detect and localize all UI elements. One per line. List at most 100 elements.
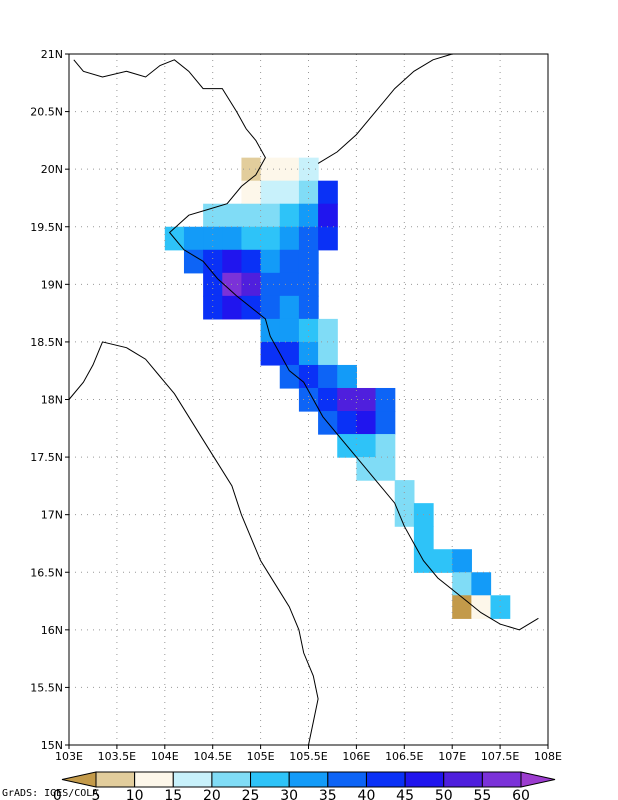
colorbar-label: 35: [319, 788, 337, 800]
x-tick-label: 107E: [438, 750, 466, 763]
y-tick-label: 20N: [41, 163, 63, 176]
precip-cell: [337, 364, 357, 389]
gulf-coast-line: [317, 53, 453, 164]
y-tick-label: 18.5N: [30, 336, 63, 349]
colorbar-swatch: [95, 771, 136, 788]
precip-cell: [394, 480, 415, 504]
precip-cell: [279, 203, 300, 228]
precip-cell: [260, 203, 281, 228]
precip-cell: [279, 226, 300, 251]
precip-cell: [279, 249, 300, 274]
colorbar-label: 0: [53, 788, 62, 800]
y-tick-label: 18N: [41, 394, 63, 407]
precip-cell: [222, 272, 243, 297]
precip-cell: [471, 595, 492, 619]
precip-cell: [203, 203, 223, 228]
y-tick-label: 15.5N: [30, 681, 63, 694]
precip-cell: [318, 226, 338, 251]
x-tick-label: 107.5E: [481, 750, 519, 763]
colorbar-label: 45: [396, 788, 414, 800]
y-tick-label: 17N: [41, 509, 63, 522]
precip-cell: [375, 434, 396, 458]
colorbar-swatch: [481, 771, 522, 788]
colorbar-label: 55: [473, 788, 491, 800]
colorbar-swatch: [288, 771, 329, 788]
precip-cell: [452, 549, 472, 573]
precip-cell: [298, 249, 319, 274]
x-tick-label: 105E: [247, 750, 275, 763]
colorbar-swatch: [365, 771, 406, 788]
x-tick-label: 103.5E: [98, 750, 136, 763]
precip-cell: [375, 411, 396, 435]
y-tick-label: 20.5N: [30, 106, 63, 119]
precip-cell: [222, 203, 243, 228]
precip-cell: [260, 318, 281, 343]
precip-cell: [241, 272, 262, 297]
precip-cell: [260, 295, 281, 320]
y-tick-labels: 15N 15.5N 16N 16.5N 17N 17.5N 18N 18.5N 19N 19.5N…: [30, 48, 69, 752]
precip-cell: [298, 387, 319, 412]
precip-cell: [203, 249, 223, 274]
precip-cell: [394, 503, 415, 527]
precip-cell: [471, 572, 492, 596]
colorbar-label: 50: [435, 788, 453, 800]
border-line: [68, 341, 319, 746]
precip-cell: [318, 203, 338, 228]
precip-cell: [298, 157, 319, 182]
x-tick-label: 108E: [534, 750, 562, 763]
precip-cell: [318, 180, 338, 205]
y-tick-label: 16N: [41, 624, 63, 637]
precip-cell: [298, 226, 319, 251]
y-tick-label: 17.5N: [30, 451, 63, 464]
x-tick-label: 106.5E: [385, 750, 423, 763]
precip-cell: [260, 157, 281, 182]
y-tick-label: 21N: [41, 48, 63, 61]
x-tick-label: 106E: [342, 750, 370, 763]
precip-cell: [260, 226, 281, 251]
colorbar-label: 10: [126, 788, 144, 800]
precip-cell: [490, 595, 511, 619]
precip-cell: [356, 411, 377, 435]
colorbar-label: 5: [92, 788, 101, 800]
precip-cells: [164, 157, 511, 619]
precip-cell: [279, 272, 300, 297]
colorbar-high-arrow: [520, 771, 556, 788]
precip-cell: [452, 595, 472, 619]
precip-cell: [279, 364, 300, 389]
precip-cell: [260, 341, 281, 366]
grads-credit: GrADS: IGES/COLA: [2, 788, 98, 799]
precip-cell: [222, 295, 243, 320]
colorbar-swatch: [134, 771, 174, 788]
colorbar-label: 40: [358, 788, 376, 800]
precip-cell: [433, 549, 453, 573]
colorbar-label: 30: [280, 788, 298, 800]
precip-cell: [183, 226, 204, 251]
precip-cell: [260, 272, 281, 297]
coastline: [68, 53, 539, 746]
precip-cell: [279, 295, 300, 320]
coast-line: [73, 59, 539, 631]
y-tick-label: 19N: [41, 278, 63, 291]
colorbar-swatch: [443, 771, 483, 788]
precip-cell: [241, 203, 262, 228]
colorbar-swatch: [172, 771, 213, 788]
y-tick-label: 19.5N: [30, 221, 63, 234]
colorbar-label: 25: [242, 788, 260, 800]
colorbar: 0 5 10 15 20 25 30 35 40 45 50 55 60: [53, 771, 556, 800]
precip-cell: [413, 526, 434, 550]
precip-cell: [375, 457, 396, 481]
precip-cell: [318, 341, 338, 366]
precip-cell: [298, 203, 319, 228]
precip-cell: [279, 157, 300, 182]
precip-cell: [241, 249, 262, 274]
y-tick-label: 15N: [41, 739, 63, 752]
precip-cell: [356, 434, 377, 458]
precip-cell: [337, 411, 357, 435]
x-tick-label: 105.5E: [289, 750, 327, 763]
precip-cell: [241, 157, 262, 182]
precip-cell: [318, 318, 338, 343]
precip-cell: [356, 387, 377, 412]
precip-cell: [222, 226, 243, 251]
x-tick-label: 104E: [151, 750, 179, 763]
